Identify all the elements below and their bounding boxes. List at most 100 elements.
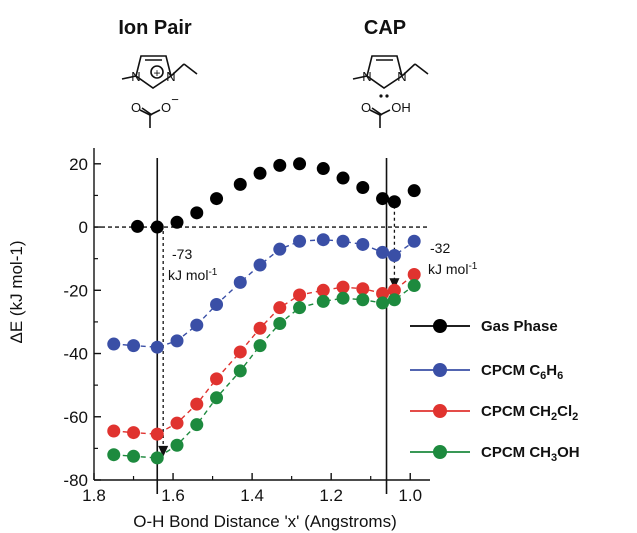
- data-point: [210, 192, 224, 206]
- data-point: [150, 340, 164, 354]
- ion-pair-energy-unit: kJ mol-1: [168, 267, 218, 283]
- data-point: [253, 258, 267, 272]
- legend-marker: [433, 404, 447, 418]
- ion-pair-header: Ion Pair: [118, 17, 192, 39]
- ion-pair-n1: N: [131, 69, 140, 84]
- data-point: [107, 337, 121, 351]
- data-point: [316, 283, 330, 297]
- series-1: [107, 233, 421, 354]
- data-point: [233, 345, 247, 359]
- data-point: [127, 426, 141, 440]
- series-connector: [113, 238, 415, 348]
- acetate-charge: −: [171, 92, 179, 107]
- data-point: [233, 364, 247, 378]
- legend-label: CPCM C6H6: [481, 362, 563, 382]
- acetate-o2: O: [161, 100, 171, 115]
- data-point: [336, 234, 350, 248]
- data-point: [293, 157, 307, 171]
- data-point: [376, 245, 390, 259]
- legend-label: CPCM CH2Cl2: [481, 403, 578, 423]
- data-point: [407, 184, 421, 198]
- data-point: [150, 451, 164, 465]
- data-point: [107, 424, 121, 438]
- imidazolium-ring: [135, 55, 172, 89]
- plot-series: [107, 157, 421, 465]
- cap-energy-value: -32: [430, 240, 450, 256]
- data-point: [407, 234, 421, 248]
- data-point: [376, 192, 390, 206]
- x-tick-label: 1.2: [319, 486, 343, 505]
- data-point: [190, 418, 204, 432]
- data-point: [387, 195, 401, 209]
- ion-pair-n2: N: [166, 69, 175, 84]
- y-tick-label: 20: [69, 155, 88, 174]
- series-connector: [113, 284, 415, 459]
- data-point: [356, 237, 370, 251]
- cap-n1: N: [362, 69, 371, 84]
- data-point: [387, 293, 401, 307]
- y-tick-label: -20: [63, 281, 88, 300]
- data-point: [190, 206, 204, 220]
- data-point: [190, 318, 204, 332]
- data-point: [316, 233, 330, 247]
- legend-marker: [433, 363, 447, 377]
- data-point: [376, 286, 390, 300]
- data-point: [356, 293, 370, 307]
- data-point: [170, 416, 184, 430]
- legend: Gas Phase CPCM C6H6 CPCM CH2Cl2 CPCM CH3OH: [410, 318, 580, 464]
- data-point: [336, 291, 350, 305]
- data-point: [150, 427, 164, 441]
- cap-energy-unit: kJ mol-1: [428, 261, 478, 277]
- data-point: [127, 339, 141, 353]
- data-point: [170, 438, 184, 452]
- data-point: [336, 280, 350, 294]
- data-point: [316, 162, 330, 176]
- data-point: [130, 219, 144, 233]
- data-point: [316, 294, 330, 308]
- data-point: [336, 171, 350, 185]
- data-point: [387, 283, 401, 297]
- y-tick-label: 0: [79, 218, 88, 237]
- y-tick-label: -40: [63, 345, 88, 364]
- carbene-lone-pair-dot: [379, 94, 383, 98]
- acid-o1: O: [361, 100, 371, 115]
- data-point: [253, 321, 267, 335]
- data-point: [407, 279, 421, 293]
- data-point: [273, 301, 287, 315]
- x-tick-label: 1.6: [161, 486, 185, 505]
- data-point: [233, 275, 247, 289]
- y-axis-title: ΔE (kJ mol-1): [7, 241, 26, 344]
- carbene-lone-pair-dot: [385, 94, 389, 98]
- ion-pair-energy-value: -73: [172, 246, 192, 262]
- data-point: [273, 316, 287, 330]
- y-tick-label: -60: [63, 408, 88, 427]
- series-connector: [113, 273, 415, 435]
- ion-pair-charge: +: [153, 66, 160, 80]
- data-point: [210, 391, 224, 405]
- acid-oh: OH: [391, 100, 411, 115]
- data-point: [127, 449, 141, 463]
- series-3: [107, 279, 421, 465]
- series-0: [130, 157, 421, 234]
- legend-marker: [433, 445, 447, 459]
- data-point: [170, 334, 184, 348]
- data-point: [356, 282, 370, 296]
- data-point: [233, 177, 247, 191]
- plot-axes: 20 0 -20 -40 -60 -801.8 1.6 1.4 1.2 1.0: [63, 148, 430, 505]
- data-point: [293, 234, 307, 248]
- data-point: [190, 397, 204, 411]
- legend-marker: [433, 319, 447, 333]
- data-point: [293, 301, 307, 315]
- legend-label: CPCM CH3OH: [481, 444, 580, 464]
- ion-pair-structure: [121, 55, 198, 128]
- data-point: [253, 339, 267, 353]
- x-axis-title: O-H Bond Distance 'x' (Angstroms): [133, 512, 396, 531]
- data-point: [376, 296, 390, 310]
- data-point: [273, 158, 287, 172]
- x-tick-label: 1.0: [398, 486, 422, 505]
- data-point: [407, 267, 421, 281]
- data-point: [356, 181, 370, 195]
- cap-structure: [352, 55, 429, 128]
- legend-label: Gas Phase: [481, 318, 558, 335]
